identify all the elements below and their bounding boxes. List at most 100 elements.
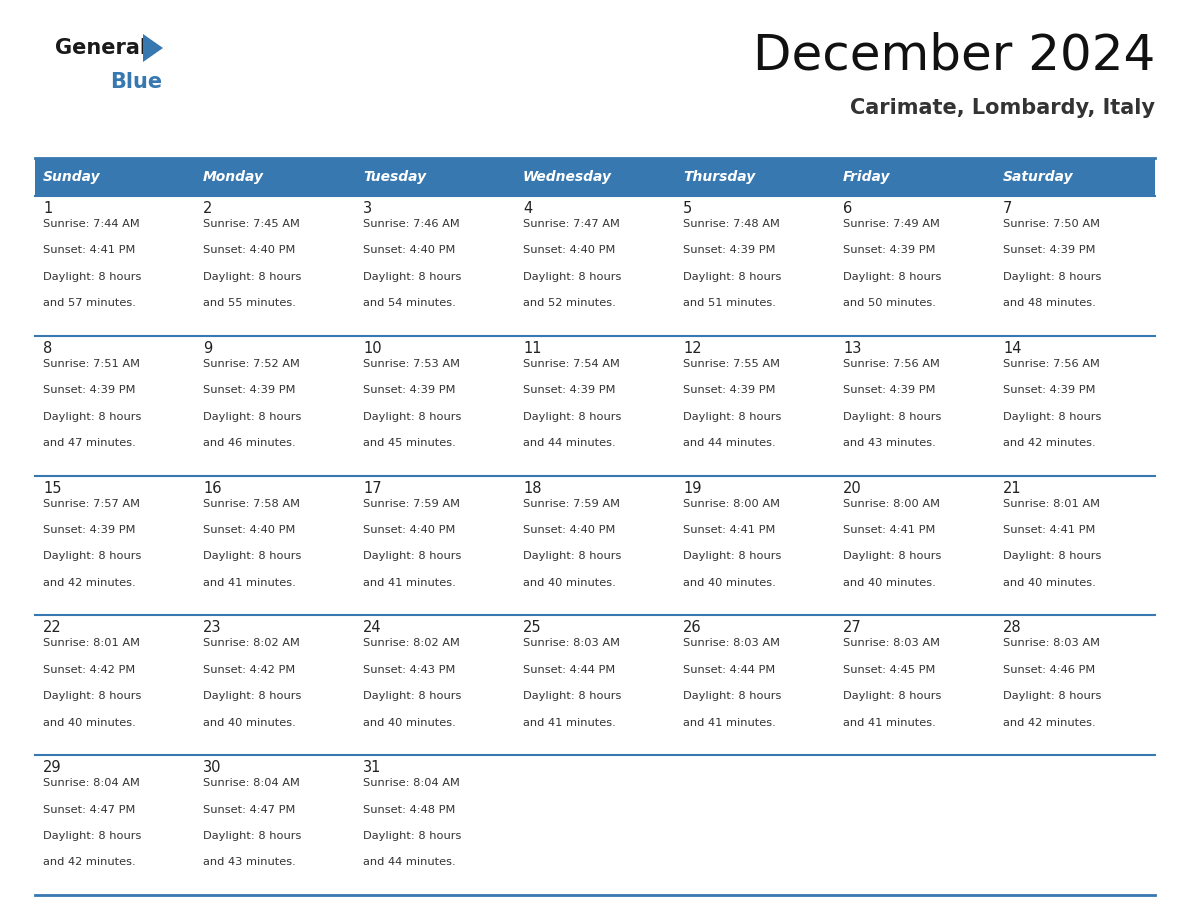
Text: Sunset: 4:45 PM: Sunset: 4:45 PM xyxy=(843,665,935,675)
Text: Monday: Monday xyxy=(203,170,264,184)
Text: 6: 6 xyxy=(843,201,852,216)
Text: Sunrise: 7:47 AM: Sunrise: 7:47 AM xyxy=(523,219,620,229)
Text: Saturday: Saturday xyxy=(1003,170,1074,184)
Text: 22: 22 xyxy=(43,621,62,635)
Text: and 40 minutes.: and 40 minutes. xyxy=(683,577,776,588)
Text: Sunset: 4:41 PM: Sunset: 4:41 PM xyxy=(683,525,776,535)
Text: and 40 minutes.: and 40 minutes. xyxy=(203,718,296,728)
Text: and 42 minutes.: and 42 minutes. xyxy=(1003,438,1095,448)
Text: Sunset: 4:44 PM: Sunset: 4:44 PM xyxy=(523,665,615,675)
Text: Sunset: 4:39 PM: Sunset: 4:39 PM xyxy=(1003,245,1095,255)
Text: 27: 27 xyxy=(843,621,861,635)
Text: Sunset: 4:48 PM: Sunset: 4:48 PM xyxy=(364,804,455,814)
Text: 19: 19 xyxy=(683,481,701,496)
Text: Sunset: 4:42 PM: Sunset: 4:42 PM xyxy=(203,665,296,675)
Text: and 50 minutes.: and 50 minutes. xyxy=(843,298,936,308)
Text: Sunrise: 7:46 AM: Sunrise: 7:46 AM xyxy=(364,219,460,229)
Text: and 55 minutes.: and 55 minutes. xyxy=(203,298,296,308)
Text: 13: 13 xyxy=(843,341,861,356)
Text: Sunrise: 8:03 AM: Sunrise: 8:03 AM xyxy=(683,638,781,648)
Text: Daylight: 8 hours: Daylight: 8 hours xyxy=(683,691,782,701)
Text: and 44 minutes.: and 44 minutes. xyxy=(364,857,456,868)
Text: and 44 minutes.: and 44 minutes. xyxy=(683,438,776,448)
Bar xyxy=(34,196,1155,336)
Text: Sunday: Sunday xyxy=(43,170,101,184)
Text: and 40 minutes.: and 40 minutes. xyxy=(364,718,456,728)
Text: Friday: Friday xyxy=(843,170,891,184)
Text: 9: 9 xyxy=(203,341,213,356)
Text: and 41 minutes.: and 41 minutes. xyxy=(523,718,615,728)
Text: Sunrise: 7:53 AM: Sunrise: 7:53 AM xyxy=(364,359,460,369)
Text: Sunset: 4:40 PM: Sunset: 4:40 PM xyxy=(203,525,296,535)
Text: Sunset: 4:44 PM: Sunset: 4:44 PM xyxy=(683,665,776,675)
Text: Sunrise: 7:49 AM: Sunrise: 7:49 AM xyxy=(843,219,940,229)
Text: Sunrise: 7:56 AM: Sunrise: 7:56 AM xyxy=(1003,359,1100,369)
Bar xyxy=(34,158,1155,196)
Text: December 2024: December 2024 xyxy=(753,31,1155,79)
Text: Daylight: 8 hours: Daylight: 8 hours xyxy=(843,691,941,701)
Text: and 40 minutes.: and 40 minutes. xyxy=(1003,577,1095,588)
Text: 14: 14 xyxy=(1003,341,1022,356)
Text: Wednesday: Wednesday xyxy=(523,170,612,184)
Text: Sunrise: 8:03 AM: Sunrise: 8:03 AM xyxy=(523,638,620,648)
Text: Sunrise: 8:00 AM: Sunrise: 8:00 AM xyxy=(683,498,781,509)
Text: Sunset: 4:40 PM: Sunset: 4:40 PM xyxy=(523,525,615,535)
Text: Sunrise: 7:51 AM: Sunrise: 7:51 AM xyxy=(43,359,140,369)
Text: Daylight: 8 hours: Daylight: 8 hours xyxy=(203,691,302,701)
Text: Tuesday: Tuesday xyxy=(364,170,426,184)
Text: Daylight: 8 hours: Daylight: 8 hours xyxy=(203,272,302,282)
Text: 20: 20 xyxy=(843,481,861,496)
Polygon shape xyxy=(143,34,163,62)
Text: Daylight: 8 hours: Daylight: 8 hours xyxy=(364,552,461,562)
Text: Sunset: 4:41 PM: Sunset: 4:41 PM xyxy=(1003,525,1095,535)
Text: 18: 18 xyxy=(523,481,542,496)
Text: and 45 minutes.: and 45 minutes. xyxy=(364,438,456,448)
Text: Sunset: 4:46 PM: Sunset: 4:46 PM xyxy=(1003,665,1095,675)
Text: Sunrise: 8:04 AM: Sunrise: 8:04 AM xyxy=(203,778,299,789)
Text: Sunrise: 7:45 AM: Sunrise: 7:45 AM xyxy=(203,219,299,229)
Text: 4: 4 xyxy=(523,201,532,216)
Text: 25: 25 xyxy=(523,621,542,635)
Text: Sunset: 4:39 PM: Sunset: 4:39 PM xyxy=(43,386,135,396)
Text: Sunrise: 7:59 AM: Sunrise: 7:59 AM xyxy=(364,498,460,509)
Text: Daylight: 8 hours: Daylight: 8 hours xyxy=(683,411,782,421)
Text: Sunrise: 7:48 AM: Sunrise: 7:48 AM xyxy=(683,219,779,229)
Text: Sunset: 4:39 PM: Sunset: 4:39 PM xyxy=(523,386,615,396)
Text: General: General xyxy=(55,38,147,58)
Text: Daylight: 8 hours: Daylight: 8 hours xyxy=(523,272,621,282)
Text: 29: 29 xyxy=(43,760,62,775)
Text: Sunset: 4:40 PM: Sunset: 4:40 PM xyxy=(364,525,455,535)
Text: 5: 5 xyxy=(683,201,693,216)
Text: Sunrise: 8:02 AM: Sunrise: 8:02 AM xyxy=(203,638,299,648)
Text: Sunset: 4:40 PM: Sunset: 4:40 PM xyxy=(364,245,455,255)
Text: Sunset: 4:39 PM: Sunset: 4:39 PM xyxy=(43,525,135,535)
Text: 24: 24 xyxy=(364,621,381,635)
Text: Sunrise: 8:03 AM: Sunrise: 8:03 AM xyxy=(1003,638,1100,648)
Text: Daylight: 8 hours: Daylight: 8 hours xyxy=(1003,552,1101,562)
Text: Sunrise: 7:54 AM: Sunrise: 7:54 AM xyxy=(523,359,620,369)
Text: 21: 21 xyxy=(1003,481,1022,496)
Text: Carimate, Lombardy, Italy: Carimate, Lombardy, Italy xyxy=(849,98,1155,118)
Text: Sunset: 4:39 PM: Sunset: 4:39 PM xyxy=(683,245,776,255)
Text: Sunset: 4:39 PM: Sunset: 4:39 PM xyxy=(683,386,776,396)
Text: and 46 minutes.: and 46 minutes. xyxy=(203,438,296,448)
Text: and 40 minutes.: and 40 minutes. xyxy=(43,718,135,728)
Text: and 43 minutes.: and 43 minutes. xyxy=(203,857,296,868)
Text: 17: 17 xyxy=(364,481,381,496)
Text: Sunrise: 7:44 AM: Sunrise: 7:44 AM xyxy=(43,219,140,229)
Text: Sunset: 4:39 PM: Sunset: 4:39 PM xyxy=(1003,386,1095,396)
Text: 28: 28 xyxy=(1003,621,1022,635)
Text: Daylight: 8 hours: Daylight: 8 hours xyxy=(364,411,461,421)
Text: and 41 minutes.: and 41 minutes. xyxy=(364,577,456,588)
Bar xyxy=(34,615,1155,756)
Bar xyxy=(34,756,1155,895)
Text: and 41 minutes.: and 41 minutes. xyxy=(203,577,296,588)
Text: and 47 minutes.: and 47 minutes. xyxy=(43,438,135,448)
Text: and 51 minutes.: and 51 minutes. xyxy=(683,298,776,308)
Text: Sunrise: 7:55 AM: Sunrise: 7:55 AM xyxy=(683,359,781,369)
Bar xyxy=(34,476,1155,615)
Text: 23: 23 xyxy=(203,621,221,635)
Text: Sunset: 4:39 PM: Sunset: 4:39 PM xyxy=(364,386,455,396)
Text: Sunset: 4:39 PM: Sunset: 4:39 PM xyxy=(843,245,935,255)
Text: Thursday: Thursday xyxy=(683,170,756,184)
